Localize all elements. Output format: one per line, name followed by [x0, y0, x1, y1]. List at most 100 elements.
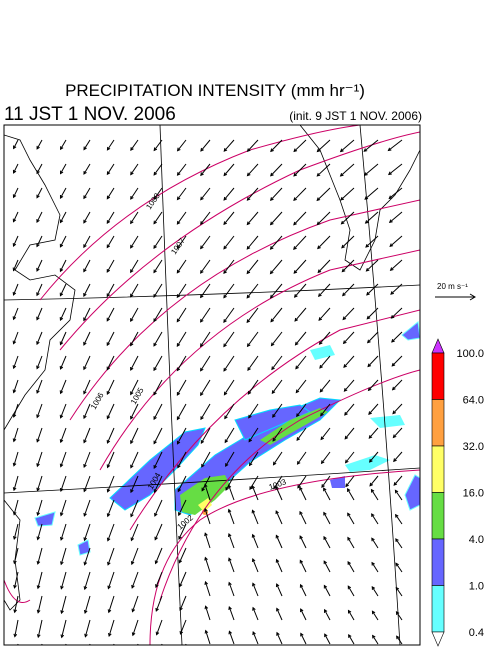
init-time: (init. 9 JST 1 NOV. 2006) [289, 109, 422, 123]
wind-arrowhead [227, 508, 232, 513]
wind-arrow [248, 403, 259, 419]
wind-arrow [60, 427, 67, 443]
wind-arrow [178, 547, 187, 563]
wind-arrowhead [200, 367, 204, 372]
wind-arrow [252, 534, 259, 549]
wind-arrow [252, 607, 259, 621]
wind-arrow [83, 355, 91, 370]
wind-arrow [130, 283, 139, 297]
wind-arrowhead [347, 609, 352, 614]
wind-arrowhead [153, 220, 157, 225]
wind-arrowhead [345, 483, 349, 488]
wind-arrow [13, 211, 19, 222]
wind-arrow [108, 619, 115, 637]
wind-arrow [36, 451, 43, 467]
wind-arrow [366, 307, 379, 320]
wind-arrow [83, 499, 91, 517]
wind-arrowhead [36, 487, 40, 492]
wind-arrowhead [83, 341, 87, 346]
wind-arrowhead [36, 292, 40, 297]
wind-arrowhead [363, 172, 368, 176]
wind-arrow [176, 331, 187, 347]
wind-arrowhead [130, 561, 135, 566]
wind-arrow [200, 403, 211, 420]
wind-arrowhead [200, 269, 204, 274]
wind-arrow [341, 259, 355, 273]
wind-arrowhead [12, 365, 17, 370]
wind-arrow [275, 486, 283, 501]
wind-arrowhead [387, 147, 392, 152]
wind-arrow [270, 187, 283, 201]
wind-arrow [107, 571, 115, 589]
wind-arrow [347, 512, 355, 525]
wind-arrow [130, 235, 139, 249]
wind-arrowhead [367, 363, 372, 368]
wind-arrowhead [106, 488, 111, 493]
wind-arrowhead [396, 635, 400, 640]
wind-arrow [246, 259, 259, 274]
wind-arrowhead [248, 462, 253, 467]
wind-arrowhead [59, 292, 64, 297]
wind-arrow [275, 510, 283, 525]
wind-arrowhead [299, 486, 303, 491]
wind-arrow [36, 283, 43, 296]
wind-arrow [225, 451, 235, 467]
wind-arrow [371, 562, 379, 573]
colorbar-segment [431, 492, 445, 540]
wind-arrow [107, 139, 115, 151]
wind-arrowhead [293, 197, 297, 202]
wind-arrow [60, 163, 67, 174]
wind-arrow [228, 558, 235, 573]
wind-arrowhead [200, 294, 204, 299]
wind-arrowhead [59, 243, 64, 248]
wind-arrow [390, 259, 403, 271]
wind-arrow [224, 427, 235, 443]
wind-arrowhead [251, 485, 255, 490]
wind-arrow [205, 630, 211, 645]
wind-arrow [391, 331, 403, 343]
wind-arrowhead [107, 609, 112, 614]
wind-arrow [293, 235, 307, 250]
wind-arrow [348, 610, 355, 621]
wind-arrow [13, 163, 19, 174]
wind-arrowhead [204, 507, 208, 512]
wind-arrowhead [130, 415, 134, 420]
wind-arrowhead [344, 411, 348, 416]
wind-arrow [13, 307, 19, 320]
wind-arrowhead [368, 458, 373, 463]
wind-arrow [391, 355, 403, 367]
wind-arrowhead [223, 270, 227, 275]
wind-arrow [130, 427, 139, 444]
wind-arrow [13, 139, 19, 149]
wind-arrowhead [269, 197, 274, 201]
wind-arrow [228, 631, 235, 645]
wind-arrowhead [83, 463, 87, 468]
colorbar-label: 4.0 [469, 534, 484, 546]
wind-arrow [300, 608, 307, 621]
wind-arrow [153, 235, 163, 249]
wind-arrowhead [296, 413, 300, 418]
wind-arrowhead [246, 245, 251, 250]
wind-arrow [271, 379, 283, 394]
wind-arrowhead [347, 488, 351, 492]
wind-arrowhead [269, 294, 274, 299]
colorbar-label: 0.4 [469, 627, 484, 639]
wind-arrowhead [369, 482, 374, 487]
wind-arrow [297, 451, 307, 465]
wind-arrowhead [153, 293, 157, 298]
wind-arrowhead [204, 556, 208, 561]
wind-arrowhead [83, 488, 87, 493]
wind-arrowhead [60, 146, 64, 151]
wind-arrowhead [368, 435, 373, 439]
graticule [4, 125, 420, 645]
wind-arrow [59, 283, 67, 296]
wind-arrowhead [347, 536, 351, 541]
wind-arrowhead [130, 318, 134, 323]
wind-arrowhead [317, 245, 321, 250]
wind-arrowhead [12, 194, 17, 199]
wind-arrowhead [200, 196, 204, 201]
wind-arrow [246, 235, 259, 250]
wind-arrow [388, 187, 403, 199]
wind-arrowhead [318, 317, 323, 321]
